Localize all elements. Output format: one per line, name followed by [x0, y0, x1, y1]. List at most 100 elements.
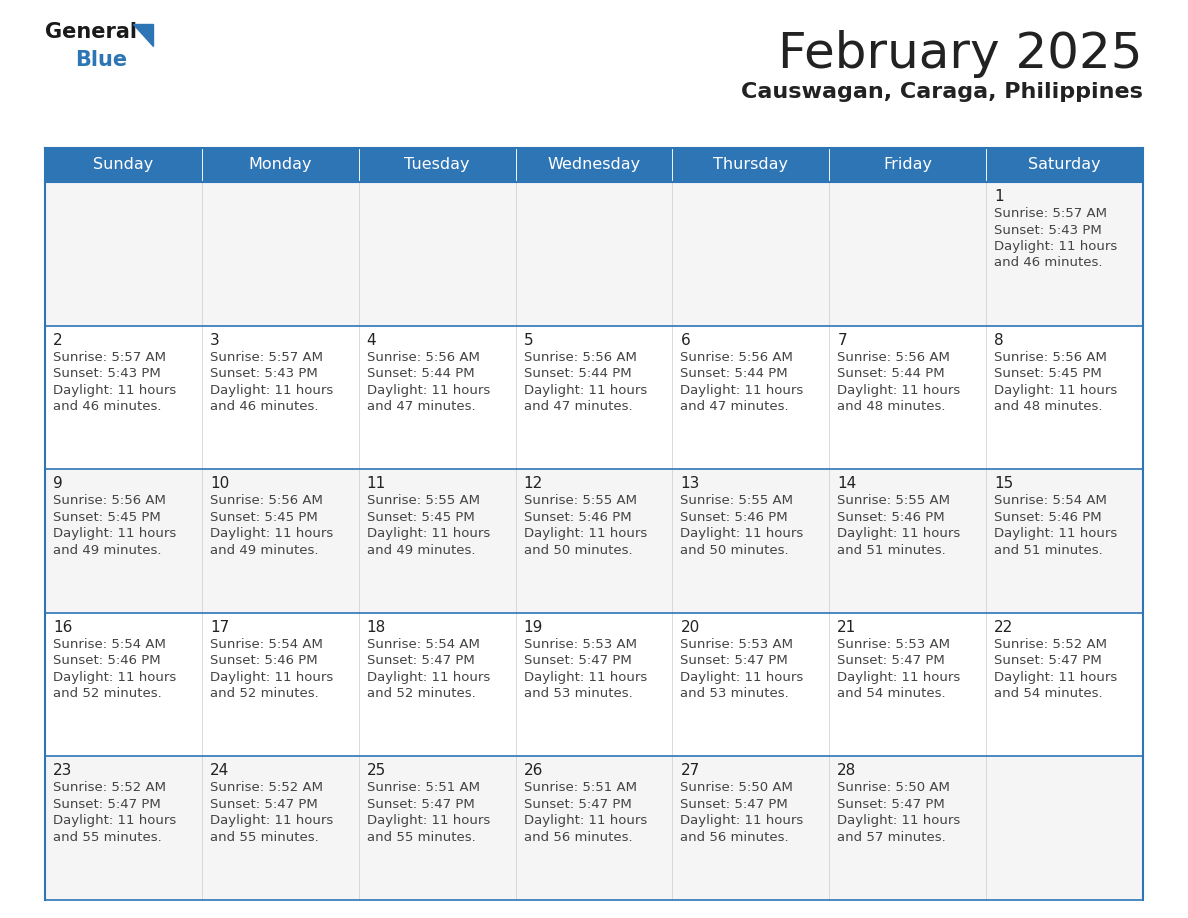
Text: Sunrise: 5:56 AM: Sunrise: 5:56 AM	[367, 351, 480, 364]
Text: Daylight: 11 hours: Daylight: 11 hours	[524, 814, 646, 827]
Text: 15: 15	[994, 476, 1013, 491]
Text: Daylight: 11 hours: Daylight: 11 hours	[367, 527, 489, 540]
Text: and 49 minutes.: and 49 minutes.	[367, 543, 475, 556]
Text: Daylight: 11 hours: Daylight: 11 hours	[210, 814, 333, 827]
Bar	[516, 613, 672, 756]
Bar	[45, 613, 202, 756]
Text: Sunset: 5:45 PM: Sunset: 5:45 PM	[367, 510, 474, 523]
Text: Sunrise: 5:51 AM: Sunrise: 5:51 AM	[367, 781, 480, 794]
Bar	[672, 148, 829, 182]
Bar	[516, 148, 672, 182]
Text: Daylight: 11 hours: Daylight: 11 hours	[210, 384, 333, 397]
Text: Wednesday: Wednesday	[548, 158, 640, 173]
Bar	[45, 326, 202, 469]
Bar	[829, 182, 986, 326]
Bar	[829, 469, 986, 613]
Text: and 47 minutes.: and 47 minutes.	[367, 400, 475, 413]
Text: Daylight: 11 hours: Daylight: 11 hours	[994, 240, 1118, 253]
Text: Daylight: 11 hours: Daylight: 11 hours	[994, 527, 1118, 540]
Text: Sunrise: 5:56 AM: Sunrise: 5:56 AM	[210, 494, 323, 508]
Text: and 55 minutes.: and 55 minutes.	[367, 831, 475, 844]
Text: Daylight: 11 hours: Daylight: 11 hours	[994, 384, 1118, 397]
Text: 8: 8	[994, 332, 1004, 348]
Text: Sunrise: 5:50 AM: Sunrise: 5:50 AM	[838, 781, 950, 794]
Text: Sunset: 5:44 PM: Sunset: 5:44 PM	[524, 367, 631, 380]
Bar	[829, 326, 986, 469]
Text: and 56 minutes.: and 56 minutes.	[681, 831, 789, 844]
Text: Sunrise: 5:51 AM: Sunrise: 5:51 AM	[524, 781, 637, 794]
Bar	[672, 326, 829, 469]
Text: and 47 minutes.: and 47 minutes.	[681, 400, 789, 413]
Text: and 54 minutes.: and 54 minutes.	[838, 688, 946, 700]
Text: 4: 4	[367, 332, 377, 348]
Text: and 46 minutes.: and 46 minutes.	[210, 400, 318, 413]
Text: Sunset: 5:46 PM: Sunset: 5:46 PM	[681, 510, 788, 523]
Text: Daylight: 11 hours: Daylight: 11 hours	[838, 527, 961, 540]
Text: Daylight: 11 hours: Daylight: 11 hours	[681, 671, 803, 684]
Text: and 46 minutes.: and 46 minutes.	[53, 400, 162, 413]
Text: Daylight: 11 hours: Daylight: 11 hours	[53, 814, 176, 827]
Text: and 50 minutes.: and 50 minutes.	[524, 543, 632, 556]
Bar	[359, 148, 516, 182]
Text: Blue: Blue	[75, 50, 127, 70]
Bar	[202, 326, 359, 469]
Text: Sunset: 5:46 PM: Sunset: 5:46 PM	[53, 655, 160, 667]
Text: Sunset: 5:43 PM: Sunset: 5:43 PM	[53, 367, 160, 380]
Text: 9: 9	[53, 476, 63, 491]
Text: and 54 minutes.: and 54 minutes.	[994, 688, 1102, 700]
Text: Daylight: 11 hours: Daylight: 11 hours	[53, 671, 176, 684]
Bar	[829, 613, 986, 756]
Text: 16: 16	[53, 620, 72, 635]
Bar	[672, 469, 829, 613]
Polygon shape	[133, 24, 153, 46]
Bar	[986, 148, 1143, 182]
Text: Daylight: 11 hours: Daylight: 11 hours	[367, 671, 489, 684]
Text: 17: 17	[210, 620, 229, 635]
Text: Sunset: 5:47 PM: Sunset: 5:47 PM	[994, 655, 1102, 667]
Text: Sunrise: 5:55 AM: Sunrise: 5:55 AM	[838, 494, 950, 508]
Text: Sunrise: 5:54 AM: Sunrise: 5:54 AM	[53, 638, 166, 651]
Bar	[829, 756, 986, 900]
Bar	[202, 469, 359, 613]
Text: Sunrise: 5:53 AM: Sunrise: 5:53 AM	[681, 638, 794, 651]
Bar	[202, 148, 359, 182]
Text: 20: 20	[681, 620, 700, 635]
Text: Sunday: Sunday	[94, 158, 153, 173]
Text: 25: 25	[367, 764, 386, 778]
Text: 13: 13	[681, 476, 700, 491]
Text: Daylight: 11 hours: Daylight: 11 hours	[524, 527, 646, 540]
Text: Sunset: 5:47 PM: Sunset: 5:47 PM	[838, 655, 944, 667]
Bar	[672, 182, 829, 326]
Text: Sunrise: 5:50 AM: Sunrise: 5:50 AM	[681, 781, 794, 794]
Text: 14: 14	[838, 476, 857, 491]
Text: Sunrise: 5:52 AM: Sunrise: 5:52 AM	[210, 781, 323, 794]
Text: Daylight: 11 hours: Daylight: 11 hours	[838, 384, 961, 397]
Text: 7: 7	[838, 332, 847, 348]
Text: 19: 19	[524, 620, 543, 635]
Text: Daylight: 11 hours: Daylight: 11 hours	[681, 384, 803, 397]
Text: 28: 28	[838, 764, 857, 778]
Text: Daylight: 11 hours: Daylight: 11 hours	[681, 814, 803, 827]
Bar	[516, 469, 672, 613]
Text: Sunset: 5:44 PM: Sunset: 5:44 PM	[681, 367, 788, 380]
Text: and 53 minutes.: and 53 minutes.	[681, 688, 789, 700]
Text: Sunset: 5:47 PM: Sunset: 5:47 PM	[367, 798, 474, 811]
Text: 27: 27	[681, 764, 700, 778]
Text: Sunset: 5:46 PM: Sunset: 5:46 PM	[524, 510, 631, 523]
Text: Sunrise: 5:57 AM: Sunrise: 5:57 AM	[53, 351, 166, 364]
Text: Sunset: 5:46 PM: Sunset: 5:46 PM	[994, 510, 1101, 523]
Text: and 55 minutes.: and 55 minutes.	[53, 831, 162, 844]
Text: and 48 minutes.: and 48 minutes.	[838, 400, 946, 413]
Text: February 2025: February 2025	[778, 30, 1143, 78]
Text: Sunset: 5:47 PM: Sunset: 5:47 PM	[524, 655, 631, 667]
Text: 22: 22	[994, 620, 1013, 635]
Text: 2: 2	[53, 332, 63, 348]
Text: Daylight: 11 hours: Daylight: 11 hours	[53, 527, 176, 540]
Text: Sunset: 5:43 PM: Sunset: 5:43 PM	[994, 223, 1102, 237]
Text: Sunrise: 5:54 AM: Sunrise: 5:54 AM	[994, 494, 1107, 508]
Text: and 51 minutes.: and 51 minutes.	[994, 543, 1102, 556]
Text: 5: 5	[524, 332, 533, 348]
Text: Sunrise: 5:56 AM: Sunrise: 5:56 AM	[53, 494, 166, 508]
Text: 11: 11	[367, 476, 386, 491]
Bar	[516, 756, 672, 900]
